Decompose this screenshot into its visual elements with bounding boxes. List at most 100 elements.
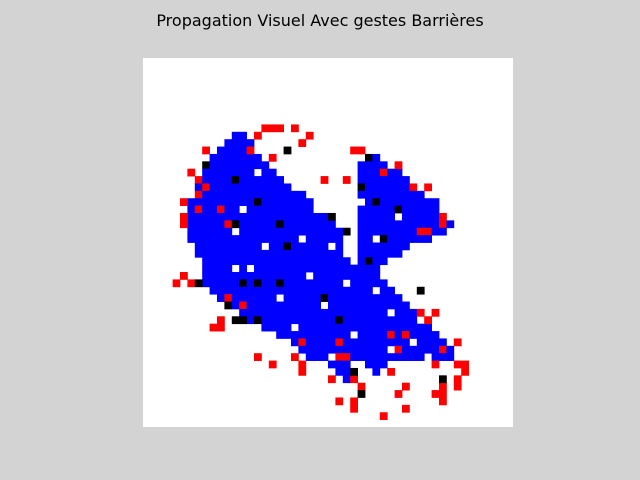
cell-blue	[254, 249, 262, 258]
cell-blue	[187, 220, 196, 229]
cell-blue	[268, 227, 277, 236]
cell-blue	[372, 272, 381, 280]
cell-blue	[246, 242, 255, 251]
cell-red	[416, 227, 425, 236]
cell-black	[239, 279, 247, 288]
cell-blue	[342, 264, 351, 273]
cell-blue	[261, 212, 270, 221]
cell-blue	[305, 316, 314, 325]
cell-blue	[342, 257, 351, 266]
cell-blue	[365, 161, 373, 170]
cell-blue	[305, 212, 314, 221]
cell-blue	[424, 338, 432, 347]
cell-blue	[328, 272, 336, 280]
cell-blue	[372, 220, 381, 229]
cell-blue	[261, 227, 270, 236]
cell-blue	[305, 301, 314, 310]
cell-black	[394, 205, 403, 214]
cell-blue	[291, 331, 299, 339]
cell-blue	[202, 176, 210, 184]
cell-blue	[261, 249, 270, 258]
cell-black	[416, 286, 425, 295]
cell-red	[217, 205, 225, 214]
cell-blue	[246, 168, 255, 177]
cell-blue	[357, 294, 366, 302]
cell-blue	[402, 301, 410, 310]
cell-red	[180, 220, 188, 229]
cell-blue	[217, 198, 225, 206]
cell-blue	[350, 323, 358, 332]
cell-blue	[365, 249, 373, 258]
cell-blue	[424, 198, 432, 206]
cell-blue	[246, 316, 255, 325]
cell-blue	[246, 257, 255, 266]
cell-blue	[231, 139, 240, 147]
cell-blue	[217, 264, 225, 273]
cell-blue	[224, 153, 233, 162]
cell-blue	[335, 360, 344, 369]
cell-blue	[313, 257, 321, 266]
cell-blue	[291, 198, 299, 206]
cell-red	[461, 360, 469, 369]
cell-blue	[268, 212, 277, 221]
cell-blue	[224, 205, 233, 214]
cell-blue	[194, 183, 203, 192]
plot-area	[143, 58, 513, 427]
cell-blue	[409, 235, 418, 243]
cell-red	[357, 382, 366, 391]
cell-blue	[387, 176, 395, 184]
cell-blue	[246, 190, 255, 199]
cell-blue	[320, 286, 329, 295]
cell-blue	[298, 220, 307, 229]
cell-blue	[254, 190, 262, 199]
cell-red	[187, 168, 196, 177]
cell-blue	[283, 316, 292, 325]
cell-blue	[328, 249, 336, 258]
cell-blue	[424, 345, 432, 354]
cell-blue	[424, 220, 432, 229]
cell-blue	[365, 242, 373, 251]
cell-blue	[365, 205, 373, 214]
cell-blue	[254, 161, 262, 170]
cell-blue	[202, 264, 210, 273]
cell-blue	[416, 205, 425, 214]
cell-blue	[268, 205, 277, 214]
cell-blue	[342, 367, 351, 376]
cell-blue	[224, 198, 233, 206]
cell-blue	[217, 227, 225, 236]
cell-blue	[431, 205, 440, 214]
cell-black	[254, 316, 262, 325]
cell-blue	[372, 249, 381, 258]
cell-blue	[254, 176, 262, 184]
cell-red	[461, 367, 469, 376]
cell-blue	[350, 345, 358, 354]
cell-blue	[209, 205, 218, 214]
cell-blue	[261, 235, 270, 243]
cell-blue	[379, 338, 388, 347]
cell-blue	[342, 308, 351, 317]
cell-blue	[365, 331, 373, 339]
cell-blue	[209, 227, 218, 236]
cell-blue	[431, 198, 440, 206]
cell-red	[439, 382, 447, 391]
cell-blue	[431, 212, 440, 221]
cell-blue	[416, 338, 425, 347]
heatmap-grid	[143, 58, 513, 427]
cell-blue	[276, 308, 284, 317]
cell-blue	[357, 272, 366, 280]
cell-blue	[379, 249, 388, 258]
cell-blue	[305, 264, 314, 273]
cell-red	[291, 124, 299, 133]
cell-blue	[276, 286, 284, 295]
cell-blue	[394, 323, 403, 332]
cell-blue	[357, 227, 366, 236]
cell-blue	[342, 294, 351, 302]
cell-black	[335, 316, 344, 325]
cell-blue	[246, 301, 255, 310]
cell-blue	[342, 331, 351, 339]
cell-red	[439, 397, 447, 406]
cell-blue	[268, 235, 277, 243]
cell-blue	[231, 198, 240, 206]
cell-blue	[446, 345, 455, 354]
cell-blue	[416, 190, 425, 199]
